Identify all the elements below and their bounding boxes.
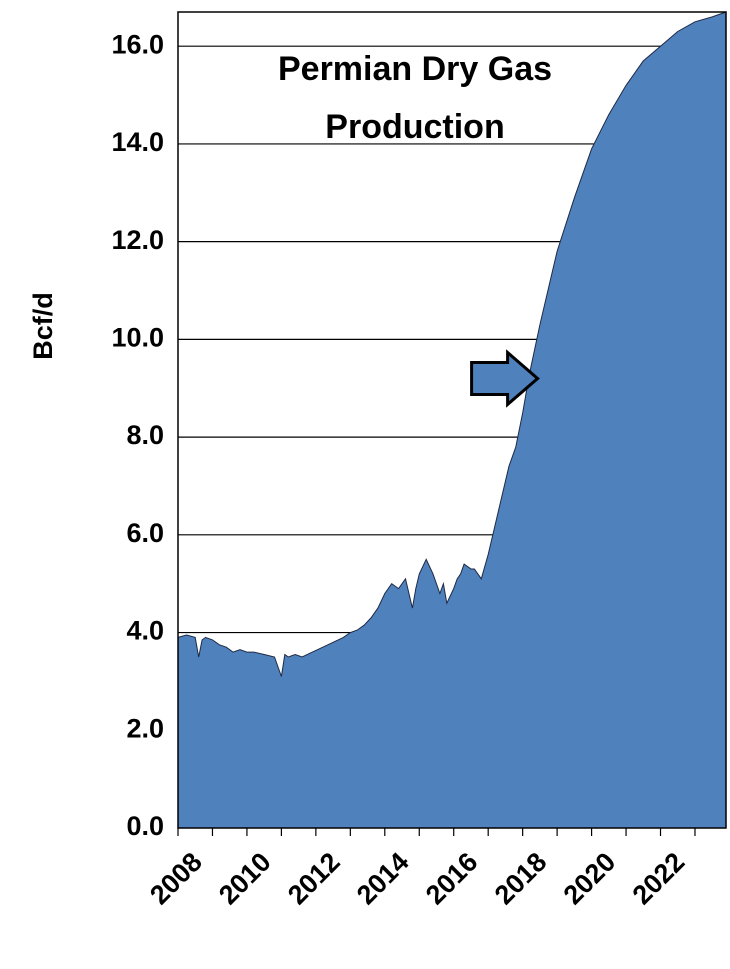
x-tick-label-0: 2008 (144, 847, 208, 911)
grid-lines (178, 45, 726, 731)
x-tick-label-4: 2016 (420, 847, 484, 911)
x-tick-label-1: 2010 (213, 847, 277, 911)
y-tick-label-4: 8.0 (126, 420, 164, 450)
y-tick-label-3: 6.0 (126, 518, 164, 548)
x-axis-tick-labels: 2008 2010 2012 2014 2016 2018 2020 2022 (144, 847, 690, 911)
x-tick-label-7: 2022 (627, 847, 691, 911)
y-tick-label-0: 0.0 (126, 811, 164, 841)
x-tick-label-2: 2012 (282, 847, 346, 911)
y-tick-label-2: 4.0 (126, 616, 164, 646)
x-tick-label-3: 2014 (351, 847, 415, 911)
plot-frame (177, 11, 727, 829)
chart-title-line-1: Permian Dry Gas (278, 50, 552, 88)
plot-border (177, 11, 727, 829)
annotations (470, 349, 540, 408)
x-tick-label-6: 2020 (558, 847, 622, 911)
y-tick-label-8: 16.0 (111, 29, 164, 59)
y-tick-label-6: 12.0 (111, 225, 164, 255)
x-tick-label-5: 2018 (489, 847, 553, 911)
y-tick-label-1: 2.0 (126, 713, 164, 743)
x-axis-ticks (177, 828, 696, 836)
y-axis-tick-labels: 0.0 2.0 4.0 6.0 8.0 10.0 12.0 14.0 16.0 (111, 29, 164, 841)
chart-title-line-2: Production (325, 108, 504, 146)
y-tick-label-7: 14.0 (111, 127, 164, 157)
y-tick-label-5: 10.0 (111, 323, 164, 353)
arrow-annotation-0 (470, 349, 540, 408)
y-axis-label: Bcf/d (28, 292, 58, 360)
production-area (177, 11, 727, 829)
